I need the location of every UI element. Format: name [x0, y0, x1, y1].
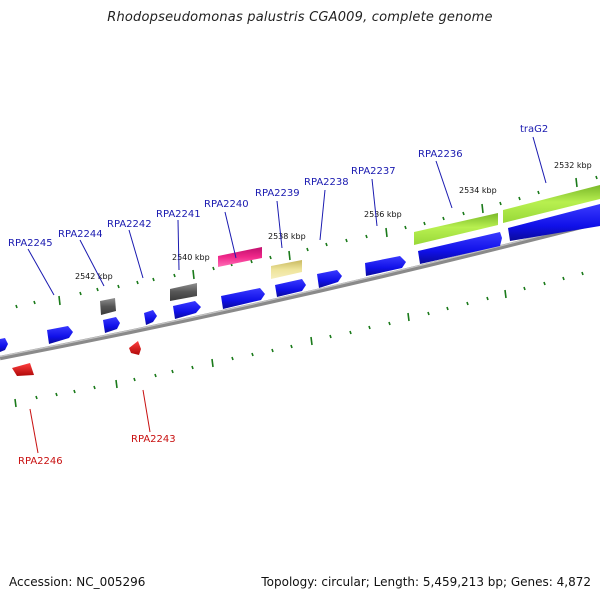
- cds-arrow-rpa2239[interactable]: [275, 279, 306, 297]
- gene-label-rpa2241: RPA2241: [156, 209, 201, 220]
- cds-arrow-rpa2244[interactable]: [103, 317, 120, 333]
- gene-label-rpa2240: RPA2240: [204, 199, 249, 210]
- cds-arrow-rpa2243[interactable]: [129, 341, 141, 355]
- gene-label-rpa2238: RPA2238: [304, 177, 349, 188]
- cog-block-pink[interactable]: [218, 247, 262, 267]
- gene-label-rpa2237: RPA2237: [351, 166, 396, 177]
- gene-label-rpa2243: RPA2243: [131, 434, 176, 445]
- cds-arrow-rpa2236[interactable]: [418, 232, 502, 264]
- cds-arrow-left-edge[interactable]: [0, 338, 8, 352]
- cds-arrow-rpa2242[interactable]: [144, 310, 157, 325]
- forward-leader-lines: [27, 136, 547, 296]
- reverse-cds-track: [12, 341, 141, 376]
- cog-block-gray-2[interactable]: [100, 298, 116, 315]
- genome-backbone: [0, 219, 600, 361]
- gene-label-rpa2236: RPA2236: [418, 149, 463, 160]
- cds-arrow-rpa2237[interactable]: [365, 256, 406, 276]
- cds-arrow-rpa2238[interactable]: [317, 270, 342, 288]
- cog-block-green-1[interactable]: [414, 213, 498, 245]
- cds-arrow-rpa2240[interactable]: [221, 288, 265, 309]
- scale-label-2536: 2536 kbp: [364, 210, 402, 219]
- cog-feature-track: [100, 185, 600, 315]
- cds-arrow-rpa2241[interactable]: [173, 301, 201, 319]
- gene-label-rpa2239: RPA2239: [255, 188, 300, 199]
- forward-cds-track: [0, 204, 600, 352]
- gene-label-trag2: traG2: [520, 124, 548, 135]
- cds-arrow-rpa2246[interactable]: [12, 363, 34, 376]
- scale-label-2534: 2534 kbp: [459, 186, 497, 195]
- cds-arrow-tragb[interactable]: [508, 204, 600, 241]
- gene-label-rpa2246: RPA2246: [18, 456, 63, 467]
- reverse-leader-lines: [29, 389, 151, 454]
- map-title: Rhodopseudomonas palustris CGA009, compl…: [107, 10, 493, 25]
- scale-label-2542: 2542 kbp: [75, 272, 113, 281]
- cog-block-green-2[interactable]: [503, 185, 600, 223]
- accession-text: Accession: NC_005296: [9, 575, 146, 589]
- gene-label-rpa2244: RPA2244: [58, 229, 103, 240]
- gene-label-rpa2245: RPA2245: [8, 238, 53, 249]
- scale-label-2532: 2532 kbp: [554, 161, 592, 170]
- genome-summary-text: Topology: circular; Length: 5,459,213 bp…: [261, 575, 591, 589]
- cds-arrow-rpa2245[interactable]: [47, 326, 73, 344]
- inner-tick-ring: [14, 271, 584, 408]
- outer-tick-ring: [15, 175, 598, 309]
- cog-block-tan[interactable]: [271, 260, 302, 279]
- gene-label-rpa2242: RPA2242: [107, 219, 152, 230]
- scale-label-2540: 2540 kbp: [172, 253, 210, 262]
- scale-label-2538: 2538 kbp: [268, 232, 306, 241]
- cog-block-gray-1[interactable]: [170, 283, 197, 301]
